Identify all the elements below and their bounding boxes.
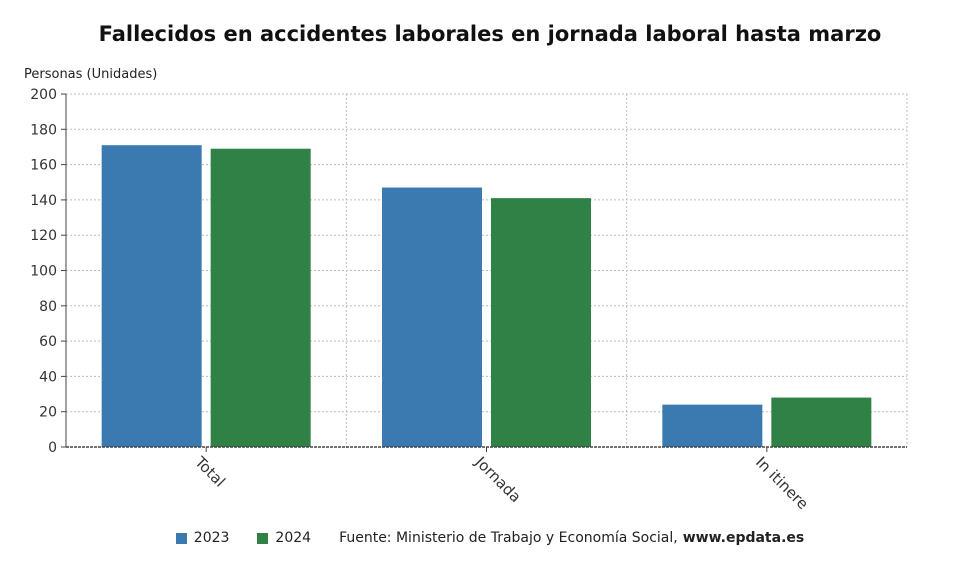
legend-item-2023: 2023 [175,530,230,546]
bar-2024-0 [210,148,311,447]
x-tick-label: In itinere [752,453,812,513]
legend-swatch-2024 [257,532,269,544]
chart-footer: 2023 2024 Fuente: Ministerio de Trabajo … [0,530,980,546]
y-tick-label: 160 [30,158,57,174]
x-tick-label: Jornada [471,452,525,506]
legend-swatch-2023 [175,532,187,544]
bar-2023-0 [101,145,202,447]
legend-label-2024: 2024 [275,530,312,546]
y-tick-label: 80 [39,299,57,315]
y-axis-label: Personas (Unidades) [24,67,158,82]
legend-item-2024: 2024 [257,530,311,546]
legend-label-2023: 2023 [193,530,230,546]
bar-2024-2 [771,397,872,447]
source-label: Fuente: Ministerio de Trabajo y Economía… [339,530,678,546]
y-tick-label: 20 [39,405,57,421]
source-link[interactable]: www.epdata.es [682,530,805,546]
bar-2023-2 [662,404,763,447]
y-tick-label: 0 [48,440,57,456]
y-tick-label: 60 [39,334,57,350]
y-tick-label: 180 [30,122,57,138]
y-tick-label: 100 [30,264,57,280]
chart-title: Fallecidos en accidentes laborales en jo… [98,22,882,46]
bar-2024-1 [491,198,591,447]
y-tick-label: 140 [30,193,57,209]
bar-2023-1 [382,187,482,448]
y-tick-label: 200 [30,87,57,103]
y-tick-label: 40 [39,369,57,385]
x-tick-label: Total [191,452,229,490]
y-tick-label: 120 [30,228,57,244]
